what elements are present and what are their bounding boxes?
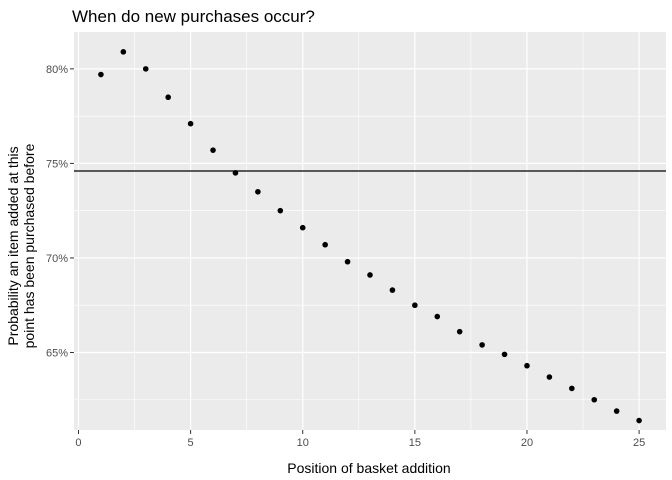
x-tick-label: 5 [188,437,194,449]
x-tick-label: 0 [75,437,81,449]
data-point [367,272,373,278]
data-points [98,49,642,424]
data-point [255,188,261,195]
data-point [479,342,485,348]
y-axis-title-line-1: Probability an item added at this [5,146,21,345]
y-tick-label: 80% [46,64,68,76]
data-point [165,94,171,101]
data-point [636,417,642,424]
y-axis-title: Probability an item added at this point … [5,143,37,348]
data-point [142,66,149,72]
y-tick-label: 65% [46,347,68,359]
grid-minor-lines [74,32,666,430]
data-point [569,385,575,392]
data-point [591,396,598,403]
data-point [546,374,553,380]
data-point [277,207,284,214]
x-tick-label: 25 [633,437,645,449]
data-point [501,351,508,358]
y-axis-title-line-2: point has been purchased before [21,143,37,348]
x-tick-label: 10 [297,437,309,449]
chart-title: When do new purchases occur? [72,7,315,26]
data-point [613,408,620,414]
data-point [456,328,463,335]
data-point [187,120,194,127]
data-point [412,302,418,309]
data-point [232,170,239,176]
data-point [210,147,216,153]
y-axis-ticks: 65% 70% 75% 80% [46,64,74,359]
x-tick-label: 20 [521,437,533,449]
data-point [120,49,127,55]
data-point [524,362,530,369]
data-point [322,241,328,248]
data-point [389,287,396,293]
y-tick-label: 70% [46,253,68,265]
data-point [344,258,351,265]
data-point [434,313,441,320]
data-point [299,224,306,231]
x-tick-label: 15 [409,437,421,449]
plot-panel [74,32,666,430]
x-axis-title: Position of basket addition [287,460,450,476]
y-tick-label: 75% [46,158,68,170]
data-point [98,71,104,78]
x-axis-ticks: 0 5 10 15 20 25 [75,430,645,449]
